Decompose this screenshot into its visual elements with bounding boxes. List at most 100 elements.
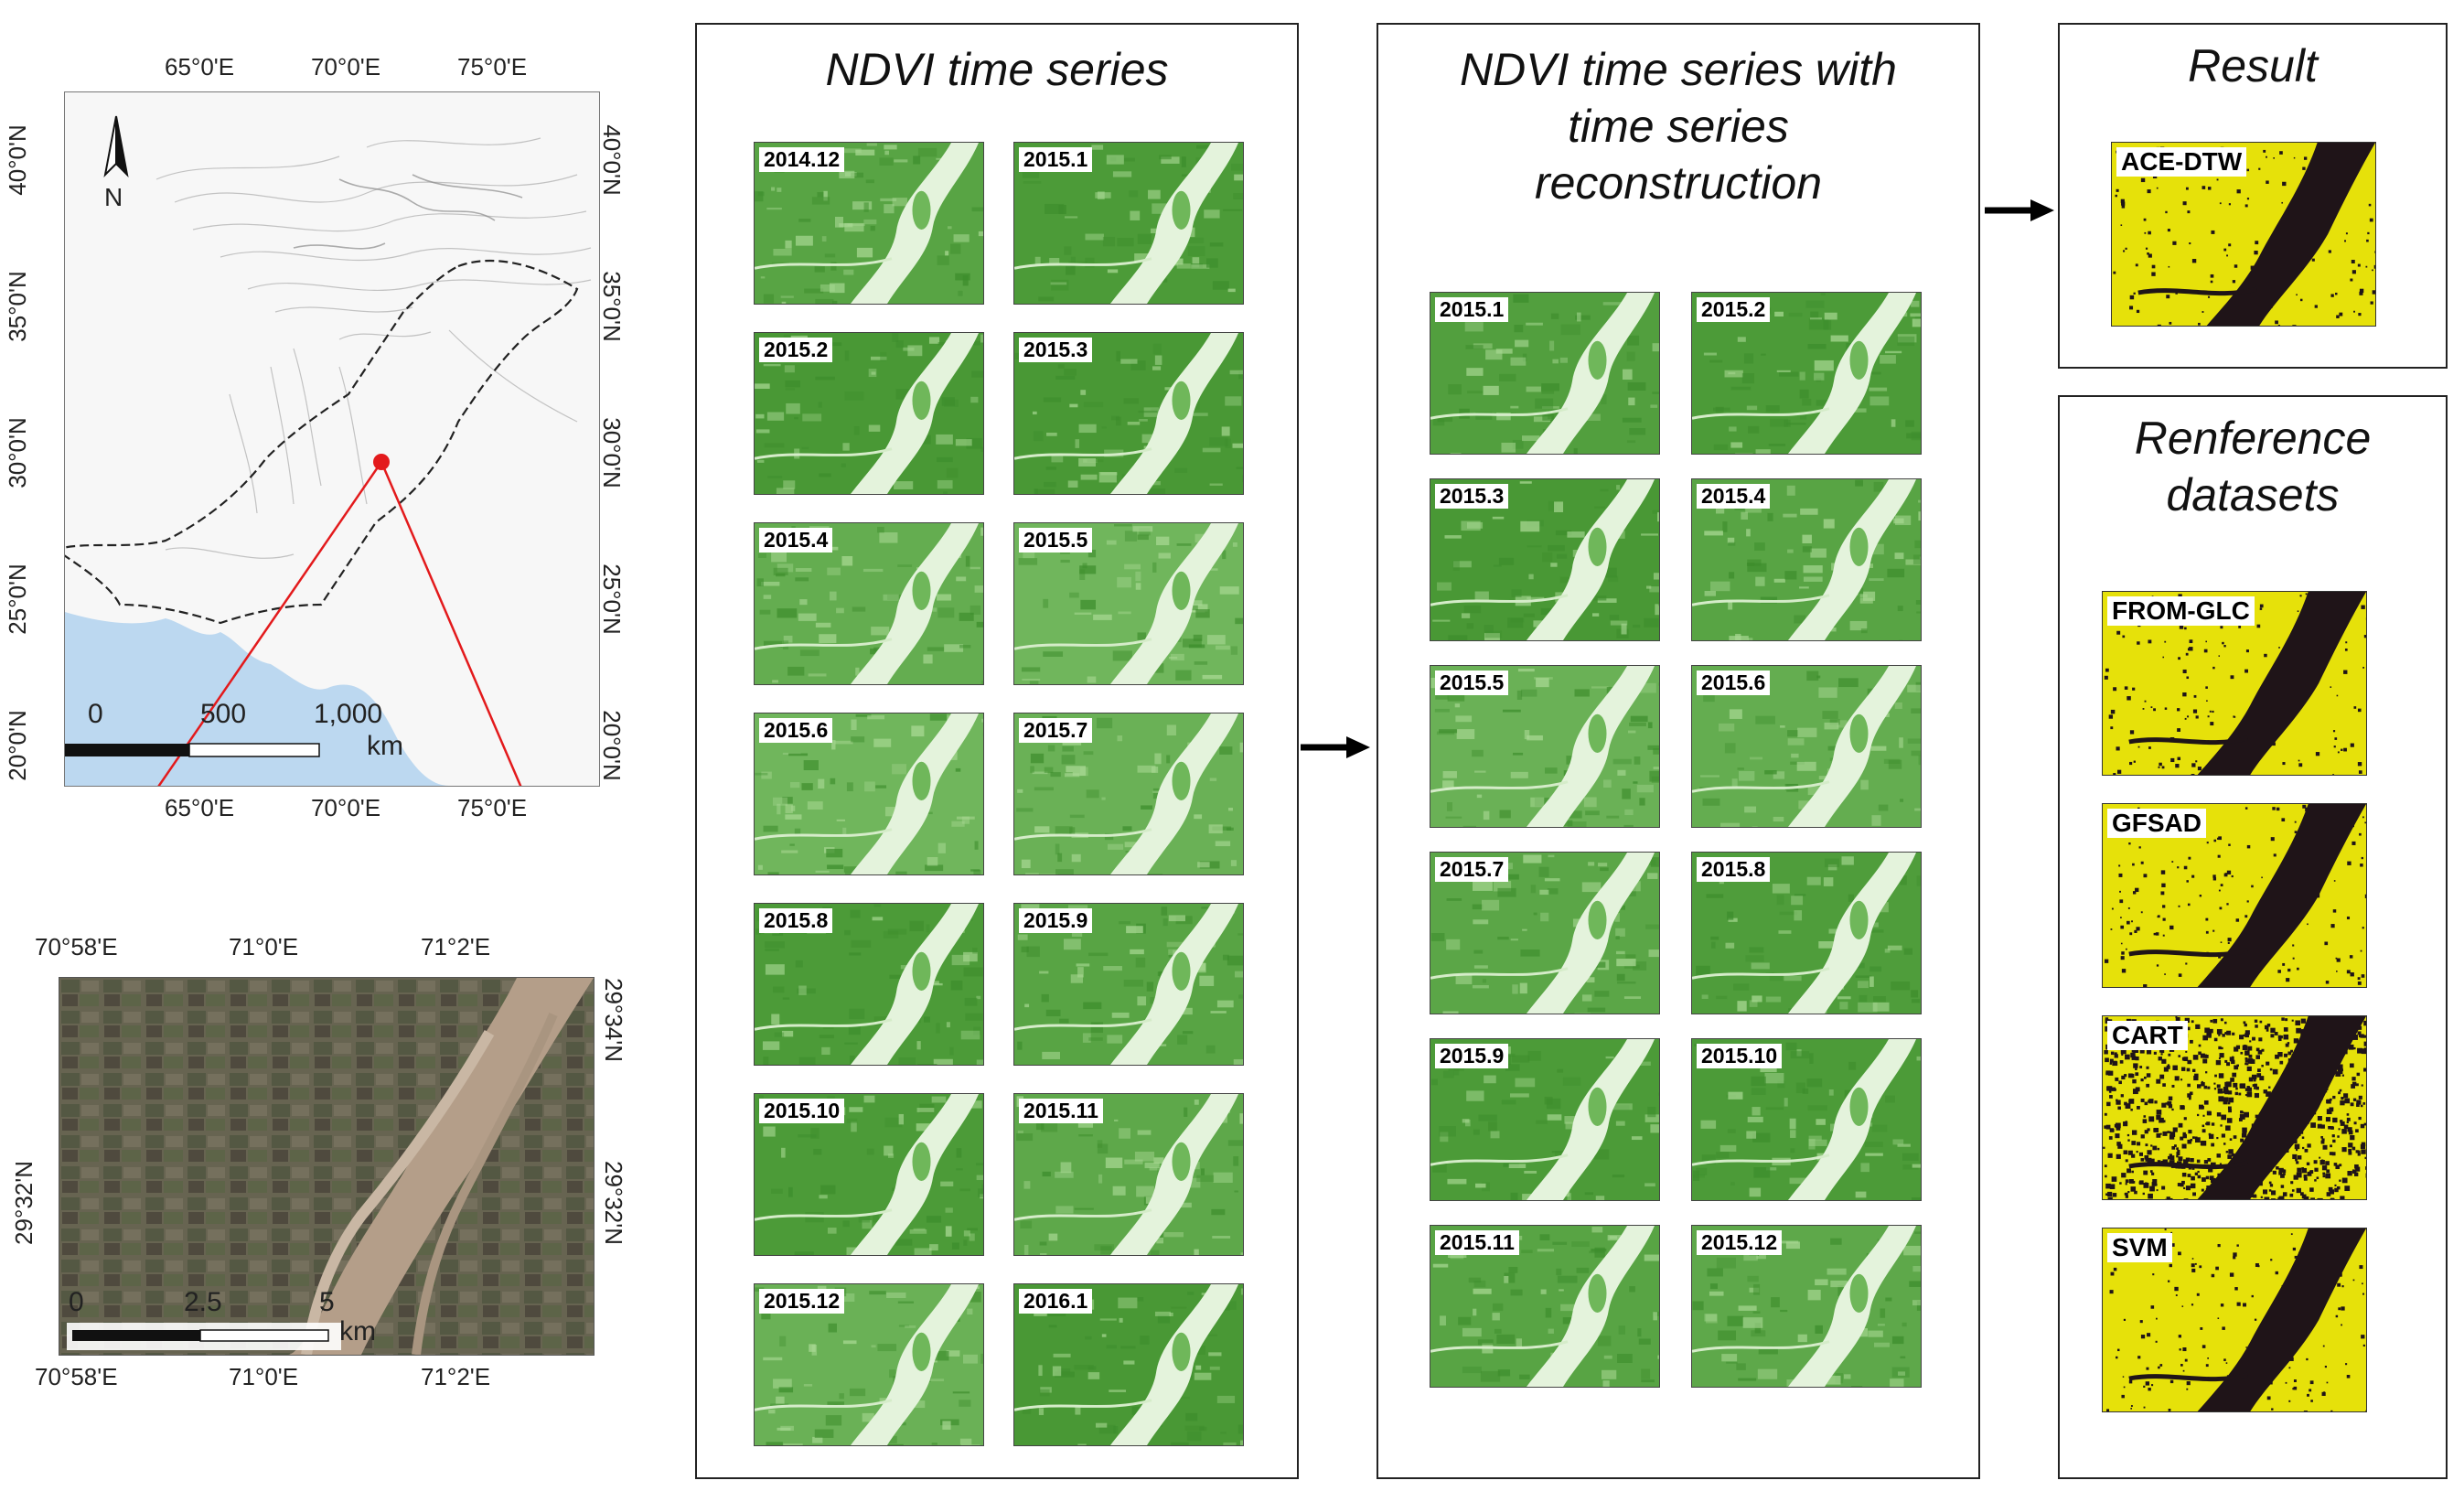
map-top-tick: 70°0'E — [311, 53, 381, 80]
ndvi-tile: 2015.2 — [1691, 292, 1922, 455]
tile-method-label: SVM — [2107, 1233, 2172, 1262]
ndvi-tile: 2015.6 — [1691, 665, 1922, 828]
tile-date-label: 2015.2 — [759, 338, 833, 362]
tile-date-label: 2015.11 — [1435, 1230, 1519, 1255]
map-bottom-tick: 65°0'E — [165, 794, 235, 821]
tile-date-label: 2015.2 — [1697, 297, 1771, 322]
detail-right-tick: 29°34'N — [599, 978, 627, 1062]
result-panel-title: Result — [2188, 40, 2318, 91]
ndvi-tile: 2015.6 — [754, 713, 984, 875]
ndvi-tile: 2015.7 — [1430, 852, 1660, 1014]
detail-top-tick: 71°0'E — [229, 933, 299, 960]
detail-scale-label: 2.5 — [184, 1287, 222, 1317]
detail-right-tick: 29°32'N — [599, 1161, 627, 1245]
ndvi-tile: 2015.4 — [1691, 478, 1922, 641]
map-left-tick: 35°0'N — [3, 271, 31, 342]
classification-tile: GFSAD — [2102, 803, 2367, 988]
ndvi-tile: 2015.5 — [1430, 665, 1660, 828]
location-map-frame: N 0 500 1,000 km — [64, 91, 600, 787]
ndvi-tile: 2015.11 — [1013, 1093, 1244, 1256]
reconstruction-title-line: time series — [1568, 101, 1789, 152]
map-right-tick: 30°0'N — [597, 417, 626, 488]
tile-method-label: GFSAD — [2107, 809, 2206, 838]
tile-date-label: 2015.11 — [1019, 1099, 1103, 1123]
location-map: 65°0'E 70°0'E 75°0'E — [0, 0, 640, 823]
reference-panel: Renference datasets FROM-GLC GFSAD CART SVM — [2058, 395, 2448, 1479]
map-right-tick: 40°0'N — [597, 124, 626, 196]
ndvi-tile: 2015.1 — [1430, 292, 1660, 455]
flow-arrow-icon — [1985, 199, 2054, 221]
tile-date-label: 2015.10 — [759, 1099, 845, 1123]
flow-arrow-icon — [1301, 736, 1370, 758]
detail-scale-unit: km — [339, 1316, 376, 1346]
tile-date-label: 2015.7 — [1019, 718, 1093, 743]
map-right-tick: 20°0'N — [597, 710, 626, 781]
ndvi-tile: 2015.1 — [1013, 142, 1244, 305]
detail-bottom-tick: 71°0'E — [229, 1363, 299, 1390]
tile-date-label: 2014.12 — [759, 147, 845, 172]
ndvi-tile: 2014.12 — [754, 142, 984, 305]
ndvi-tile: 2015.12 — [754, 1283, 984, 1446]
ndvi-tile: 2015.7 — [1013, 713, 1244, 875]
ndvi-panel-title: NDVI time series — [825, 44, 1169, 95]
map-bottom-tick: 75°0'E — [457, 794, 528, 821]
tile-date-label: 2015.1 — [1435, 297, 1509, 322]
tile-date-label: 2015.9 — [1435, 1044, 1509, 1068]
study-area-point — [373, 454, 390, 470]
tile-date-label: 2015.4 — [759, 528, 833, 553]
detail-top-tick: 70°58'E — [35, 933, 118, 960]
detail-top-tick: 71°2'E — [421, 933, 491, 960]
satellite-image: 0 2.5 5 km — [59, 977, 595, 1356]
scale-unit: km — [367, 731, 403, 761]
ndvi-tile: 2015.12 — [1691, 1225, 1922, 1388]
ndvi-tile: 2016.1 — [1013, 1283, 1244, 1446]
tile-date-label: 2015.8 — [1697, 857, 1771, 882]
tile-date-label: 2015.7 — [1435, 857, 1509, 882]
detail-scale-label: 5 — [319, 1287, 335, 1317]
map-left-tick: 25°0'N — [3, 563, 31, 635]
ndvi-tile: 2015.5 — [1013, 522, 1244, 685]
ndvi-tile: 2015.11 — [1430, 1225, 1660, 1388]
classification-tile: SVM — [2102, 1228, 2367, 1412]
tile-date-label: 2015.12 — [759, 1289, 845, 1314]
ndvi-tile: 2015.10 — [754, 1093, 984, 1256]
map-right-tick: 35°0'N — [597, 271, 626, 342]
sea-area — [65, 612, 449, 786]
map-scale-bar — [65, 743, 320, 757]
detail-bottom-tick: 70°58'E — [35, 1363, 118, 1390]
map-top-tick: 75°0'E — [457, 53, 528, 80]
result-panel: Result ACE-DTW — [2058, 23, 2448, 369]
scale-label: 0 — [88, 699, 103, 729]
map-left-tick: 30°0'N — [3, 417, 31, 488]
reconstruction-panel: NDVI time series with time series recons… — [1377, 23, 1980, 1479]
tile-date-label: 2015.10 — [1697, 1044, 1783, 1068]
ndvi-tile: 2015.10 — [1691, 1038, 1922, 1201]
tile-date-label: 2015.4 — [1697, 484, 1771, 509]
reconstruction-title-line: NDVI time series with — [1460, 44, 1897, 95]
ndvi-tile: 2015.9 — [1430, 1038, 1660, 1201]
classification-tile: ACE-DTW — [2111, 142, 2376, 327]
tile-date-label: 2015.1 — [1019, 147, 1093, 172]
north-arrow-icon — [103, 115, 129, 177]
detail-bottom-tick: 71°2'E — [421, 1363, 491, 1390]
tile-date-label: 2015.3 — [1019, 338, 1093, 362]
north-label: N — [104, 183, 123, 211]
tile-date-label: 2015.9 — [1019, 908, 1093, 933]
reference-title-line: datasets — [2166, 469, 2340, 520]
detail-scale-label: 0 — [69, 1287, 84, 1317]
tile-date-label: 2015.6 — [1697, 671, 1771, 695]
map-left-tick: 40°0'N — [3, 124, 31, 196]
classification-tile: FROM-GLC — [2102, 591, 2367, 776]
reference-title-line: Renference — [2134, 413, 2372, 464]
ndvi-time-series-panel: NDVI time series 2014.12 2015.1 2015.2 2015… — [695, 23, 1299, 1479]
ndvi-tile: 2015.3 — [1013, 332, 1244, 495]
detail-left-tick: 29°32'N — [9, 1161, 37, 1245]
tile-date-label: 2015.8 — [759, 908, 833, 933]
tile-date-label: 2016.1 — [1019, 1289, 1093, 1314]
tile-date-label: 2015.5 — [1435, 671, 1509, 695]
ndvi-tile: 2015.8 — [754, 903, 984, 1066]
tile-method-label: CART — [2107, 1021, 2188, 1050]
classification-tile: CART — [2102, 1015, 2367, 1200]
tile-date-label: 2015.12 — [1697, 1230, 1783, 1255]
detail-map: 70°58'E 71°0'E 71°2'E — [0, 915, 640, 1427]
